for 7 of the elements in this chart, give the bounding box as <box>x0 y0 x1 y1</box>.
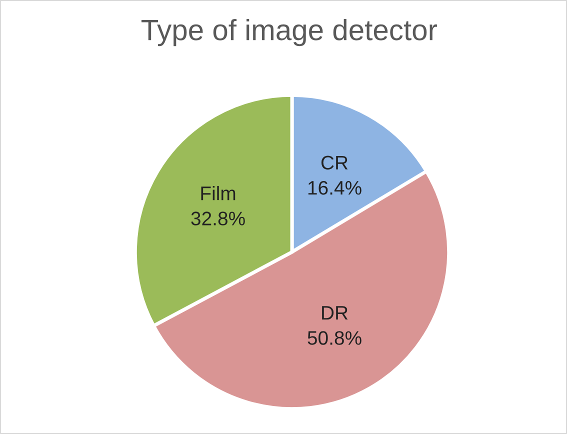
data-label: 32.8% <box>191 212 245 226</box>
data-label: 50.8% <box>308 331 362 345</box>
slice-label: Film <box>201 186 236 200</box>
slice-label: CR <box>321 156 348 170</box>
data-label: 16.4% <box>308 180 362 195</box>
slice-label: DR <box>322 306 348 320</box>
chart-title: Type of image detector <box>141 18 438 46</box>
